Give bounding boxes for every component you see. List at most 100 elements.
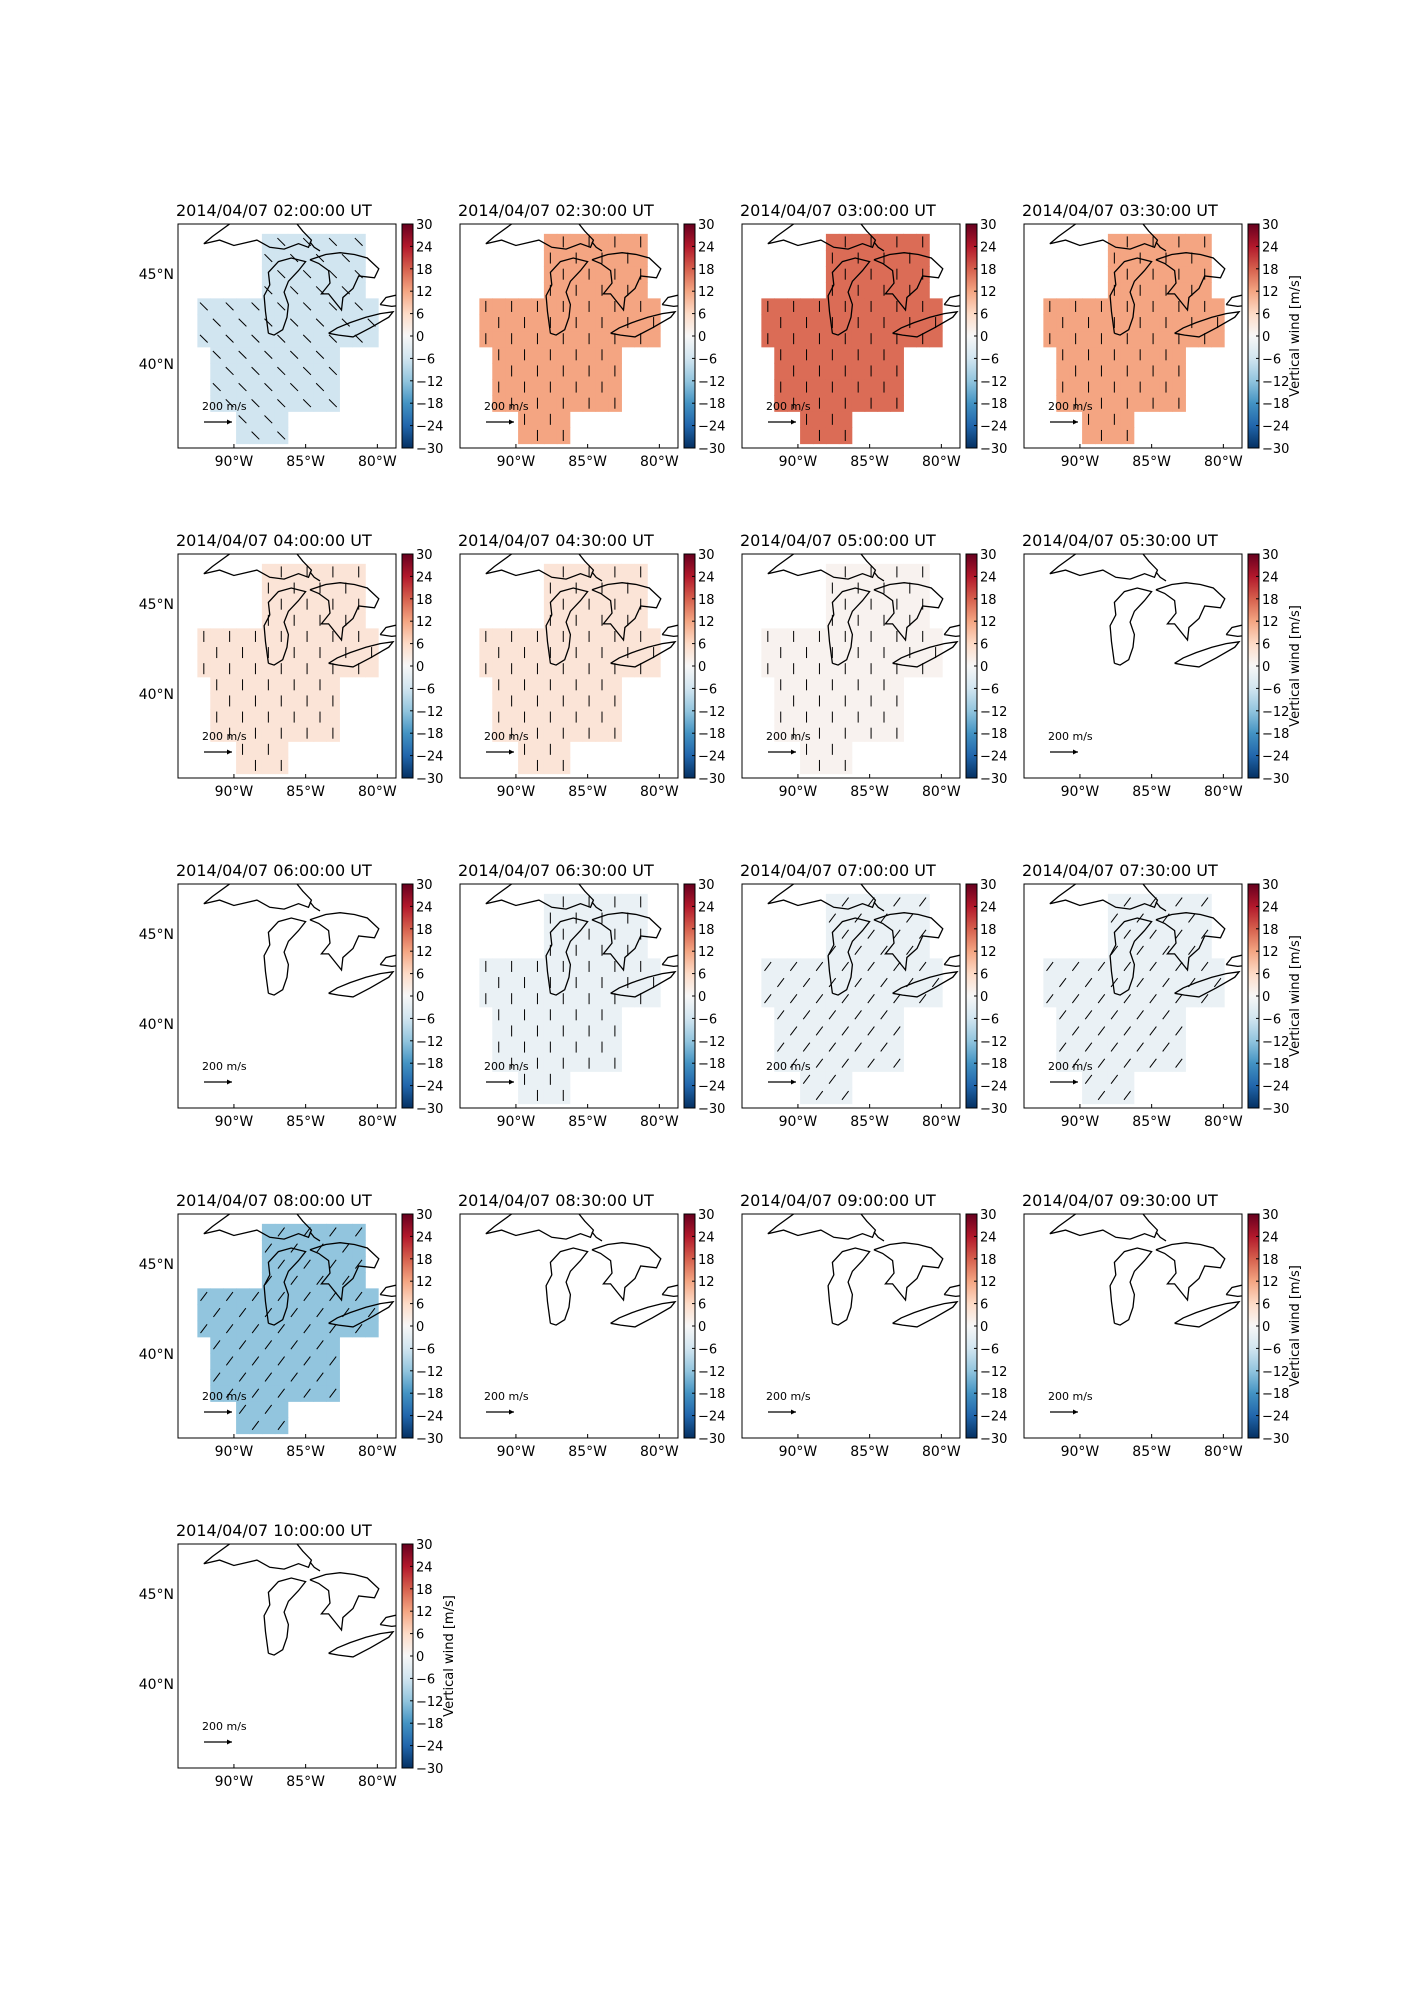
wind-arrow xyxy=(828,1042,837,1052)
y-tick-label: 40°N xyxy=(139,357,174,373)
data-cell xyxy=(877,330,892,348)
data-cell xyxy=(582,974,597,992)
panel-title: 2014/04/07 10:00:00 UT xyxy=(176,1521,372,1540)
x-tick-label: 90°W xyxy=(497,454,536,470)
colorbar-tick-label: 6 xyxy=(698,308,706,323)
data-cell xyxy=(877,958,892,976)
wind-arrow xyxy=(316,1372,324,1382)
wind-arrow xyxy=(1123,1058,1131,1068)
data-cell xyxy=(595,362,610,380)
data-cell xyxy=(1056,362,1070,380)
map-area: 200 m/s xyxy=(479,884,678,1105)
data-cell xyxy=(569,362,584,380)
wind-arrow xyxy=(880,1042,888,1052)
data-cell xyxy=(287,395,302,412)
wind-arrow xyxy=(867,961,875,972)
data-cell xyxy=(1159,395,1174,412)
x-tick-label: 80°W xyxy=(358,1114,397,1130)
vector-key-label: 200 m/s xyxy=(1048,1390,1093,1403)
coastline xyxy=(1109,1247,1153,1326)
wind-arrow xyxy=(329,1323,337,1334)
colorbar-tick-label: −6 xyxy=(980,1012,999,1027)
colorbar-tick-label: 0 xyxy=(416,1650,424,1665)
wind-arrow xyxy=(802,1074,811,1085)
x-tick-label: 85°W xyxy=(286,1114,325,1130)
coastline xyxy=(943,954,960,968)
data-cell xyxy=(274,1401,289,1418)
data-cell xyxy=(774,298,788,316)
data-cell xyxy=(916,612,930,629)
colorbar-tick-label: 6 xyxy=(698,1298,706,1313)
data-cell xyxy=(530,314,545,332)
data-cell xyxy=(621,660,635,678)
data-cell xyxy=(838,282,853,299)
data-cell xyxy=(877,596,892,613)
data-cell xyxy=(1094,1039,1109,1056)
data-cell xyxy=(1082,1022,1096,1040)
data-cell xyxy=(812,1006,827,1024)
colorbar-tick-label: −12 xyxy=(416,1695,443,1710)
colorbar-tick-label: 0 xyxy=(980,660,988,675)
coastline xyxy=(661,624,678,638)
data-cell xyxy=(1133,298,1148,316)
x-tick-label: 85°W xyxy=(286,1444,325,1460)
panel-title: 2014/04/07 08:00:00 UT xyxy=(176,1191,372,1210)
colorbar-tick-label: 24 xyxy=(416,1230,433,1245)
data-cell xyxy=(1120,1039,1135,1056)
colorbar-tick-label: 24 xyxy=(698,240,715,255)
data-cell xyxy=(543,1055,558,1072)
data-cell xyxy=(210,395,224,412)
data-cell xyxy=(877,692,892,710)
data-cell xyxy=(300,644,315,662)
wind-arrow xyxy=(302,334,312,343)
data-cell xyxy=(812,741,827,758)
data-cell xyxy=(569,628,584,646)
coastline xyxy=(873,571,885,582)
data-cell xyxy=(1133,233,1148,251)
data-cell xyxy=(582,942,597,959)
data-cell xyxy=(326,346,340,364)
data-cell xyxy=(864,282,879,299)
wind-arrow xyxy=(854,977,862,988)
colorbar-tick-label: 18 xyxy=(698,923,715,938)
wind-arrow xyxy=(316,1307,324,1318)
vector-key-label: 200 m/s xyxy=(766,730,811,743)
data-cell xyxy=(621,330,635,348)
colorbar-tick-label: 0 xyxy=(416,1320,424,1335)
vector-key-label: 200 m/s xyxy=(1048,730,1093,743)
wind-arrow xyxy=(289,382,299,392)
coastline xyxy=(1049,554,1159,580)
coastline xyxy=(827,1247,871,1326)
coastline xyxy=(1155,241,1167,252)
wind-arrow xyxy=(354,302,363,311)
wind-arrow xyxy=(1084,1042,1093,1052)
data-cell xyxy=(261,725,276,742)
data-cell xyxy=(916,314,930,332)
colorbar-tick-label: 24 xyxy=(980,570,997,585)
data-cell xyxy=(864,709,879,726)
data-cell xyxy=(634,644,648,662)
colorbar-tick-label: −6 xyxy=(1262,1342,1281,1357)
data-cell xyxy=(261,1223,276,1241)
data-cell xyxy=(929,958,943,976)
x-tick-label: 90°W xyxy=(779,1444,818,1460)
colorbar-tick-label: 24 xyxy=(416,900,433,915)
wind-arrow xyxy=(302,302,312,311)
data-cell xyxy=(313,330,328,348)
data-cell xyxy=(313,1385,328,1402)
colorbar-tick-label: −30 xyxy=(416,1762,443,1777)
data-cell xyxy=(1107,362,1122,380)
data-cell xyxy=(1185,266,1199,283)
colorbar-tick-label: −24 xyxy=(416,1080,443,1095)
colorbar-tick-label: −24 xyxy=(1262,750,1289,765)
wind-arrow xyxy=(841,961,849,972)
data-cell xyxy=(634,579,648,597)
colorbar-tick-label: 24 xyxy=(698,570,715,585)
data-cell xyxy=(287,330,302,348)
x-tick-label: 80°W xyxy=(640,784,679,800)
data-cell xyxy=(223,346,237,364)
wind-arrow xyxy=(328,269,338,279)
data-cell xyxy=(492,628,506,646)
data-cell xyxy=(761,644,775,662)
data-cell xyxy=(223,1304,237,1322)
